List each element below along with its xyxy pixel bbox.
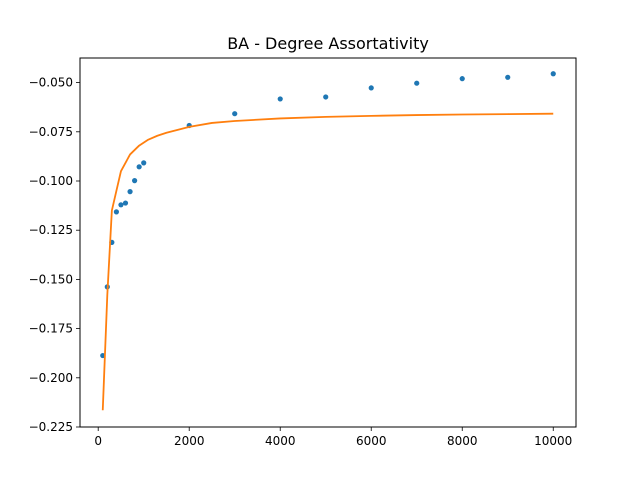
x-tick-label: 10000 — [534, 434, 572, 448]
y-tick-label: −0.075 — [29, 125, 73, 139]
data-point — [113, 209, 119, 215]
y-tick-label: −0.100 — [29, 174, 73, 188]
y-tick-label: −0.150 — [29, 272, 73, 286]
y-tick-label: −0.050 — [29, 76, 73, 90]
data-point — [136, 164, 142, 170]
plot-area — [100, 71, 556, 411]
x-tick-label: 8000 — [447, 434, 478, 448]
x-tick-label: 0 — [94, 434, 102, 448]
x-tick-label: 6000 — [356, 434, 387, 448]
data-point — [141, 160, 147, 166]
data-point — [505, 74, 511, 80]
data-point — [122, 200, 129, 206]
data-point — [459, 76, 465, 82]
y-tick-label: −0.125 — [29, 223, 73, 237]
data-point — [118, 202, 124, 208]
y-tick-label: −0.175 — [29, 322, 73, 336]
x-tick-label: 4000 — [265, 434, 296, 448]
data-point — [277, 96, 283, 102]
chart-title: BA - Degree Assortativity — [227, 34, 429, 53]
data-point — [414, 80, 420, 86]
y-tick-label: −0.225 — [29, 420, 73, 434]
axes-frame — [79, 57, 577, 428]
y-tick-label: −0.200 — [29, 371, 73, 385]
x-tick-label: 2000 — [174, 434, 205, 448]
data-point — [323, 94, 329, 100]
data-point — [368, 85, 374, 91]
data-point — [232, 111, 238, 117]
fit-curve-line — [101, 112, 554, 411]
axes: 0 2000 4000 6000 8000 10000 −0.225 −0.200 −0.175… — [29, 57, 577, 448]
data-point — [550, 71, 556, 77]
data-point — [127, 189, 133, 195]
data-point — [132, 178, 138, 184]
